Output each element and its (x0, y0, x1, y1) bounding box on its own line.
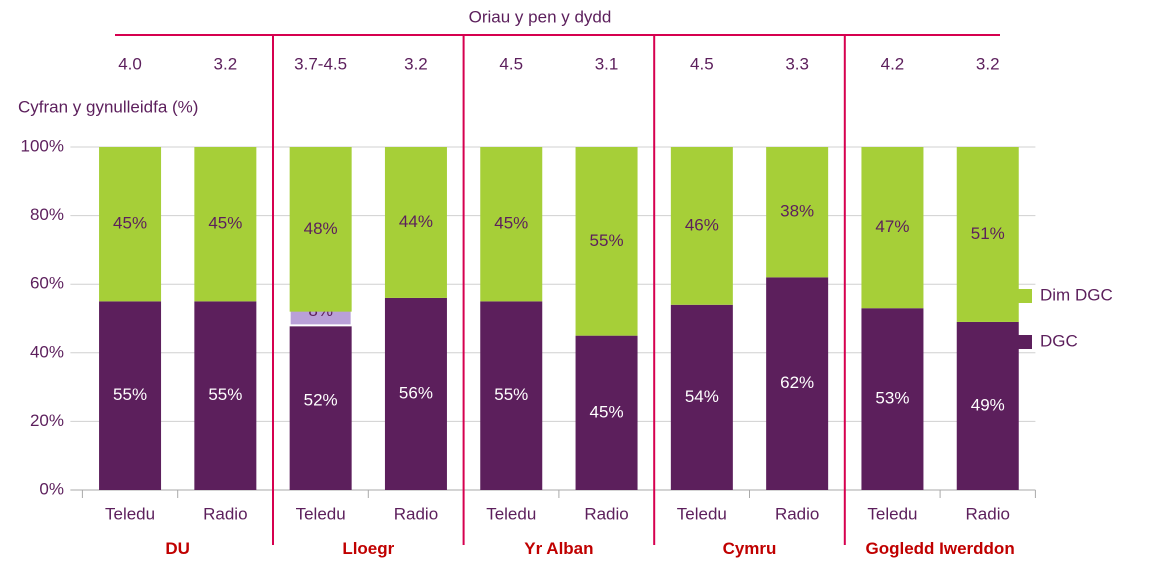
hours-label: 4.5 (499, 54, 523, 73)
data-label: 56% (399, 383, 433, 402)
bar-segment (956, 321, 1019, 490)
data-label: 49% (971, 395, 1005, 414)
bar-segment (289, 311, 352, 490)
data-label: 45% (590, 402, 624, 421)
bar-segment (766, 277, 829, 490)
legend-label: Dim DGC (1040, 285, 1113, 304)
bar-segment (384, 297, 447, 490)
bar-segment (861, 147, 924, 309)
bar-segment (575, 335, 638, 490)
bar-segment (861, 308, 924, 490)
y-tick-label: 0% (39, 479, 64, 498)
bar-segment (575, 147, 638, 336)
data-label: 55% (590, 231, 624, 250)
data-label: 46% (685, 215, 719, 234)
data-label: 53% (875, 389, 909, 408)
x-tick-label: Radio (966, 504, 1010, 523)
data-label: 55% (113, 385, 147, 404)
data-label: 38% (780, 202, 814, 221)
hours-label: 3.1 (595, 54, 619, 73)
legend-label: DGC (1040, 331, 1078, 350)
legend-swatch (1018, 289, 1032, 303)
data-label: 62% (780, 373, 814, 392)
data-label: 55% (494, 385, 528, 404)
hours-label: 3.2 (976, 54, 1000, 73)
data-label: 45% (113, 214, 147, 233)
y-tick-label: 40% (30, 342, 64, 361)
bar-segment (99, 147, 162, 302)
data-label: 44% (399, 212, 433, 231)
bar-segment (480, 301, 543, 490)
x-tick-label: Radio (775, 504, 819, 523)
data-label: 52% (304, 390, 338, 409)
chart-title: Oriau y pen y dydd (469, 7, 612, 26)
hours-label: 4.2 (881, 54, 905, 73)
x-tick-label: Teledu (486, 504, 536, 523)
hours-label: 3.3 (785, 54, 809, 73)
bar-segment (194, 147, 257, 302)
hours-label: 3.2 (404, 54, 428, 73)
data-label: 54% (685, 387, 719, 406)
bar-segment (766, 147, 829, 278)
group-label: Lloegr (342, 539, 395, 558)
bar-segment (670, 147, 733, 305)
hours-label: 3.7-4.5 (294, 54, 347, 73)
data-label: 45% (494, 214, 528, 233)
bar-segment (384, 147, 447, 298)
group-label: DU (165, 539, 190, 558)
bar-segment (289, 147, 352, 312)
data-label: 48% (304, 219, 338, 238)
group-label: Gogledd Iwerddon (865, 539, 1015, 558)
x-tick-label: Radio (584, 504, 628, 523)
y-tick-label: 80% (30, 205, 64, 224)
bar-segment (956, 147, 1019, 322)
group-label: Cymru (722, 539, 777, 558)
y-tick-label: 60% (30, 274, 64, 293)
data-label: 55% (208, 385, 242, 404)
bar-segment (670, 304, 733, 490)
hours-label: 4.5 (690, 54, 714, 73)
group-label: Yr Alban (524, 539, 594, 558)
y-tick-label: 20% (30, 411, 64, 430)
bar-segment (194, 301, 257, 490)
x-tick-label: Teledu (677, 504, 727, 523)
legend-swatch (1018, 335, 1032, 349)
hours-label: 3.2 (214, 54, 238, 73)
bar-segment (480, 147, 543, 302)
hours-label: 4.0 (118, 54, 142, 73)
y-tick-label: 100% (21, 136, 64, 155)
data-label: 51% (971, 224, 1005, 243)
x-tick-label: Teledu (296, 504, 346, 523)
bar-segment (99, 301, 162, 490)
x-tick-label: Teledu (867, 504, 917, 523)
y-axis-label: Cyfran y gynulleidfa (%) (18, 97, 198, 116)
x-tick-label: Radio (394, 504, 438, 523)
x-tick-label: Radio (203, 504, 247, 523)
x-tick-label: Teledu (105, 504, 155, 523)
data-label: 47% (875, 217, 909, 236)
data-label: 45% (208, 214, 242, 233)
